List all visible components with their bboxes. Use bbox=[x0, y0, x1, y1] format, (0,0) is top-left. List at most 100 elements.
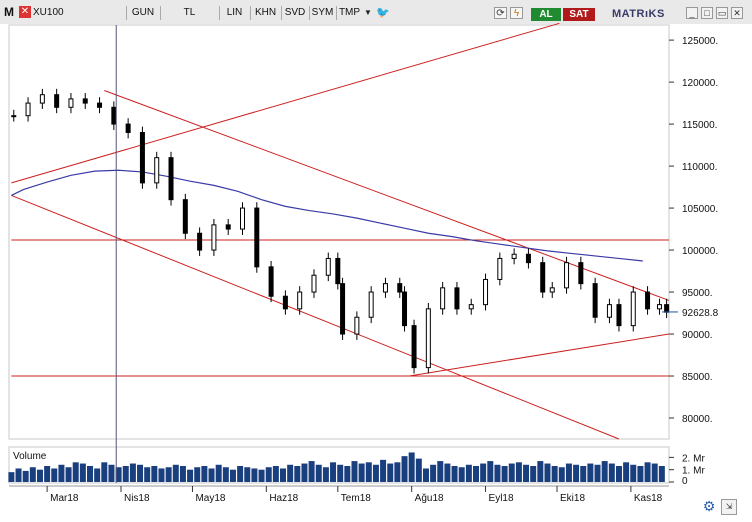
template-button[interactable]: TMP bbox=[336, 6, 362, 20]
volume-bar bbox=[229, 469, 236, 482]
candle-body bbox=[497, 257, 503, 280]
candle-body bbox=[540, 262, 546, 293]
volume-bar bbox=[251, 468, 258, 482]
volume-bar bbox=[22, 470, 29, 482]
refresh-icon[interactable]: ⟳ bbox=[494, 7, 507, 19]
candle-body bbox=[564, 262, 570, 289]
candle-body bbox=[168, 157, 174, 201]
price-tick-label: 115000. bbox=[682, 120, 717, 131]
date-axis: Mar18 Nis18 May18 Haz18 Tem18 Ağu18 Eyl18 Eki18… bbox=[9, 485, 669, 504]
date-tick-label: Tem18 bbox=[341, 493, 371, 504]
volume-bar bbox=[487, 461, 494, 482]
maximize-icon[interactable]: □ bbox=[701, 7, 713, 19]
volume-bar bbox=[101, 462, 108, 482]
volume-bar bbox=[172, 464, 179, 482]
volume-bar bbox=[515, 462, 522, 482]
candle-body bbox=[125, 123, 131, 133]
volume-bar bbox=[465, 464, 472, 482]
volume-bar bbox=[601, 461, 608, 482]
candle-body bbox=[454, 287, 460, 310]
volume-bar bbox=[544, 463, 551, 482]
volume-bar bbox=[287, 464, 294, 482]
matriks-logo-icon: M bbox=[4, 5, 14, 19]
chart-settings-icon[interactable]: ⚙ bbox=[702, 498, 716, 514]
volume-bar bbox=[187, 469, 194, 482]
minimize-icon[interactable]: _ bbox=[686, 7, 698, 19]
trendline-3 bbox=[409, 333, 670, 377]
candle-body bbox=[645, 291, 651, 310]
volume-bar bbox=[237, 466, 244, 482]
volume-bar bbox=[444, 463, 451, 482]
price-tick-label: 100000. bbox=[682, 246, 718, 257]
price-axis: 125000. 120000. 115000. 110000. 105000. 10000… bbox=[669, 36, 718, 425]
period-button[interactable]: GUN bbox=[126, 6, 159, 20]
volume-bar bbox=[215, 464, 222, 482]
volume-bar bbox=[394, 462, 401, 482]
price-candles bbox=[11, 88, 670, 374]
moving-average bbox=[11, 169, 643, 262]
khn-button[interactable]: KHN bbox=[250, 6, 280, 20]
volume-bar bbox=[58, 464, 65, 482]
close-symbol-icon[interactable]: ✕ bbox=[19, 6, 31, 18]
candle-body bbox=[197, 232, 203, 251]
volume-bar bbox=[258, 469, 265, 482]
candle-body bbox=[182, 199, 188, 234]
lightning-icon[interactable]: ϟ bbox=[510, 7, 523, 19]
candle-body bbox=[154, 157, 160, 184]
volume-bar bbox=[458, 467, 465, 482]
volume-bar bbox=[587, 463, 594, 482]
volume-bar bbox=[480, 463, 487, 482]
currency-button[interactable]: TL bbox=[160, 6, 218, 20]
candle-body bbox=[630, 291, 636, 327]
volume-bar bbox=[558, 467, 565, 482]
price-tick-label: 110000. bbox=[682, 162, 717, 173]
sell-button[interactable]: SAT bbox=[563, 8, 595, 21]
last-price-marker: 92628.8 bbox=[662, 308, 719, 319]
trendline-1 bbox=[104, 90, 670, 301]
volume-bar bbox=[115, 467, 122, 482]
twitter-share-icon[interactable]: 🐦 bbox=[376, 7, 390, 19]
candle-body bbox=[606, 304, 612, 318]
trendline-0 bbox=[11, 22, 560, 184]
buy-button[interactable]: AL bbox=[531, 8, 561, 21]
restore-icon[interactable]: ▭ bbox=[716, 7, 728, 19]
symbol-field[interactable]: XU100 bbox=[33, 7, 64, 18]
svd-button[interactable]: SVD bbox=[281, 6, 308, 20]
candle-body bbox=[211, 224, 217, 251]
volume-bar bbox=[165, 467, 172, 482]
volume-bar bbox=[29, 467, 36, 482]
date-tick-label: Eki18 bbox=[560, 493, 585, 504]
close-window-icon[interactable]: ✕ bbox=[731, 7, 743, 19]
volume-bar bbox=[580, 466, 587, 482]
template-dropdown-icon[interactable]: ▼ bbox=[364, 8, 372, 17]
candle-body bbox=[511, 253, 517, 259]
candle-body bbox=[225, 224, 231, 230]
volume-bar bbox=[422, 468, 429, 482]
volume-bar bbox=[530, 466, 537, 482]
volume-bar bbox=[401, 456, 408, 482]
volume-bar bbox=[144, 467, 151, 482]
linear-scale-button[interactable]: LIN bbox=[219, 6, 249, 20]
volume-bar bbox=[36, 469, 43, 482]
price-tick-label: 90000. bbox=[682, 330, 713, 341]
candle-body bbox=[39, 94, 45, 104]
price-tick-label: 105000. bbox=[682, 204, 718, 215]
volume-bar bbox=[244, 467, 251, 482]
moving-average-line bbox=[11, 169, 643, 262]
volume-bar bbox=[94, 468, 101, 482]
candle-body bbox=[425, 308, 431, 369]
trendlines bbox=[11, 22, 670, 440]
candle-body bbox=[82, 98, 88, 104]
volume-bar bbox=[44, 466, 51, 482]
volume-bar bbox=[380, 459, 387, 482]
volume-bar bbox=[301, 463, 308, 482]
volume-bar bbox=[344, 466, 351, 482]
volume-bar bbox=[623, 462, 630, 482]
sym-button[interactable]: SYM bbox=[309, 6, 335, 20]
expand-icon[interactable]: ⇲ bbox=[721, 499, 737, 515]
volume-bar bbox=[294, 466, 301, 482]
volume-bar bbox=[615, 466, 622, 482]
brand-logo: MATRıKS bbox=[612, 8, 665, 20]
candle-body bbox=[311, 274, 317, 293]
